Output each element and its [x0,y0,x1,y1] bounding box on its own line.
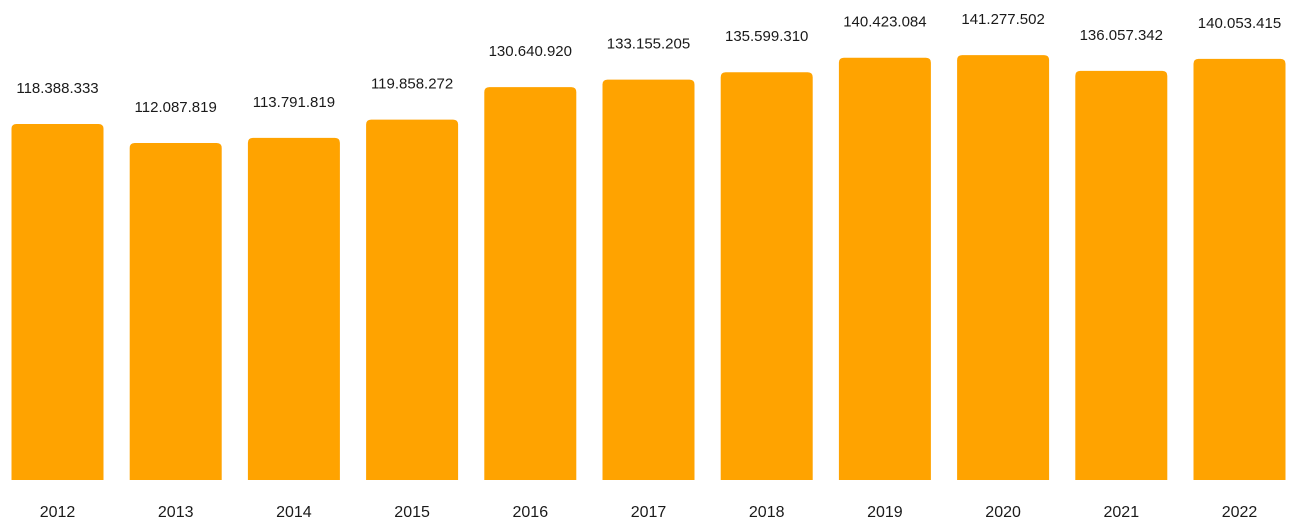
bar-2016 [484,87,577,480]
value-label-2020: 141.277.502 [961,11,1044,28]
x-tick-label-2012: 2012 [40,504,76,521]
bar-2015 [366,119,459,480]
x-tick-label-2022: 2022 [1222,504,1258,521]
x-tick-label-2021: 2021 [1104,504,1140,521]
x-tick-label-2019: 2019 [867,504,903,521]
bar-2022 [1193,58,1286,480]
bar-2017 [602,79,695,481]
x-tick-label-2014: 2014 [276,504,312,521]
x-tick-label-2015: 2015 [394,504,430,521]
value-label-2021: 136.057.342 [1080,27,1163,44]
value-label-2018: 135.599.310 [725,28,808,45]
bar-2013 [129,142,222,480]
bar-2012 [11,124,104,480]
x-tick-label-2016: 2016 [513,504,549,521]
bar-2014 [247,137,340,480]
value-label-2013: 112.087.819 [135,99,217,116]
value-label-2019: 140.423.084 [843,14,926,31]
bar-2019 [838,57,931,481]
value-label-2014: 113.791.819 [253,94,335,111]
bar-2018 [720,72,813,481]
x-tick-label-2020: 2020 [985,504,1021,521]
value-label-2022: 140.053.415 [1198,15,1281,32]
bars-layer [11,55,1286,481]
value-label-2012: 118.388.333 [16,80,98,97]
x-tick-label-2013: 2013 [158,504,194,521]
x-tick-label-2018: 2018 [749,504,785,521]
value-label-2015: 119.858.272 [371,76,453,93]
value-label-2017: 133.155.205 [607,36,690,53]
x-tick-label-2017: 2017 [631,504,667,521]
bar-2021 [1075,70,1168,481]
value-labels-layer: 118.388.333 112.087.819 113.791.819 119.858… [16,11,1281,116]
bar-2020 [957,55,1050,481]
value-label-2016: 130.640.920 [489,43,572,60]
x-axis: 2012 2013 2014 2015 2016 2017 2018 2019 2020 2021… [40,504,1258,521]
